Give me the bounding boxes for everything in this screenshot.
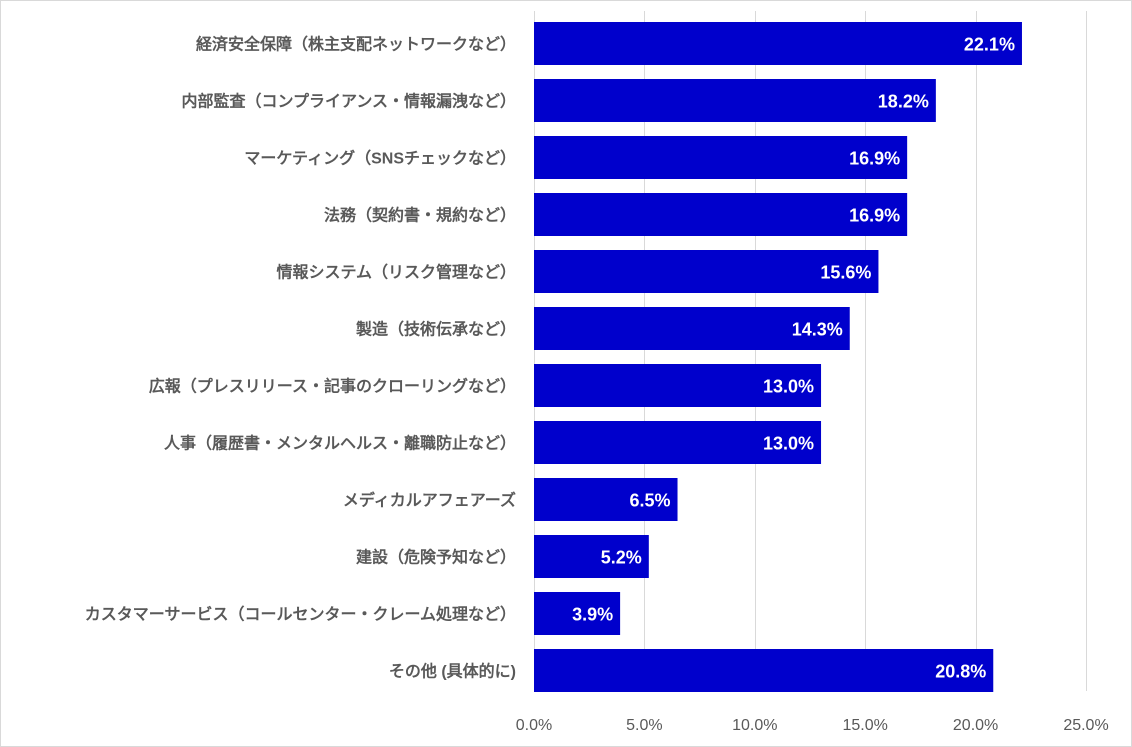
bar-6 (534, 364, 822, 407)
bar-0 (534, 22, 1022, 65)
bar-7 (534, 421, 822, 464)
bar-8 (534, 478, 678, 521)
category-label-1: 内部監査（コンプライアンス・情報漏洩など） (181, 92, 516, 111)
data-label-0: 22.1% (964, 35, 1015, 55)
bar-1 (534, 79, 936, 122)
x-tick-label-3: 15.0% (843, 717, 888, 734)
data-label-3: 16.9% (849, 206, 900, 226)
bar-2 (534, 136, 908, 179)
category-label-9: 建設（危険予知など） (356, 548, 516, 567)
category-label-2: マーケティング（SNSチェックなど） (244, 149, 516, 168)
data-label-7: 13.0% (763, 434, 814, 454)
category-label-0: 経済安全保障（株主支配ネットワークなど） (196, 35, 516, 54)
data-label-5: 14.3% (792, 320, 843, 340)
category-label-8: メディカルアフェアーズ (343, 491, 516, 510)
category-label-10: カスタマーサービス（コールセンター・クレーム処理など） (85, 605, 516, 624)
category-label-5: 製造（技術伝承など） (355, 320, 516, 339)
data-label-10: 3.9% (572, 605, 613, 625)
category-label-7: 人事（履歴書・メンタルヘルス・離職防止など） (164, 434, 516, 453)
bar-10 (534, 592, 621, 635)
data-label-4: 15.6% (820, 263, 871, 283)
x-tick-label-2: 10.0% (732, 717, 777, 734)
data-label-9: 5.2% (601, 548, 642, 568)
data-label-11: 20.8% (935, 662, 986, 682)
bar-11 (534, 649, 994, 692)
x-tick-label-4: 20.0% (953, 717, 998, 734)
x-tick-label-5: 25.0% (1063, 717, 1108, 734)
bar-5 (534, 307, 850, 350)
data-label-1: 18.2% (878, 92, 929, 112)
x-tick-label-0: 0.0% (516, 717, 552, 734)
category-label-6: 広報（プレスリリース・記事のクローリングなど） (149, 377, 516, 396)
category-label-3: 法務（契約書・規約など） (324, 206, 516, 225)
bar-4 (534, 250, 879, 293)
data-label-6: 13.0% (763, 377, 814, 397)
data-label-2: 16.9% (849, 149, 900, 169)
bar-3 (534, 193, 908, 236)
data-label-8: 6.5% (629, 491, 670, 511)
bar-9 (534, 535, 649, 578)
category-label-11: その他 (具体的に) (389, 662, 516, 681)
category-label-4: 情報システム（リスク管理など） (276, 263, 516, 282)
x-tick-label-1: 5.0% (626, 717, 662, 734)
